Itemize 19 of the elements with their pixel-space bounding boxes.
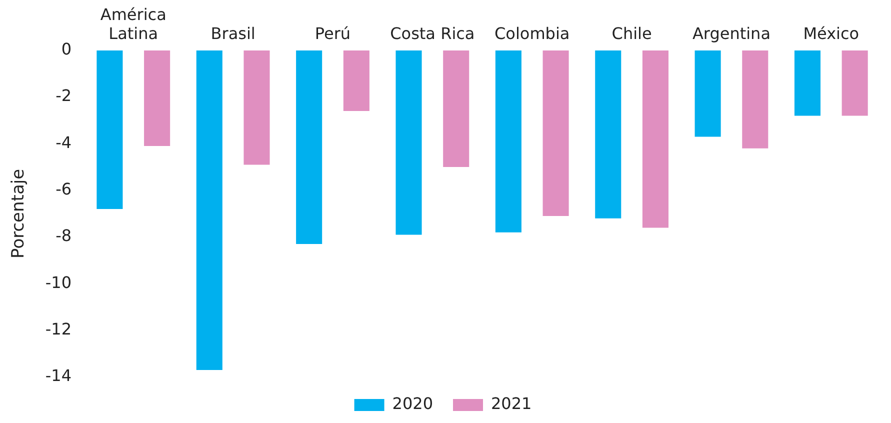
- x-tick-label: México: [803, 24, 860, 43]
- x-tick-label: Perú: [314, 24, 351, 43]
- x-tick-label: Chile: [612, 24, 652, 43]
- legend-label: 2020: [392, 394, 433, 414]
- legend-label: 2021: [491, 394, 532, 414]
- x-tick-label: Costa Rica: [390, 24, 475, 43]
- y-tick-label: -14: [45, 366, 72, 386]
- y-axis-title: Porcentaje: [8, 168, 29, 258]
- y-tick-label: -12: [45, 320, 72, 338]
- y-tick-label: 0: [61, 40, 72, 59]
- x-tick-label: Argentina: [692, 24, 770, 43]
- y-tick-label: -2: [56, 86, 72, 106]
- x-tick-label: Brasil: [210, 24, 256, 43]
- y-tick-label: -4: [56, 132, 72, 152]
- y-tick-label: -8: [56, 226, 72, 246]
- y-tick-label: -6: [56, 180, 72, 199]
- y-tick-label: -10: [45, 272, 72, 292]
- x-tick-label: América Latina: [100, 4, 166, 43]
- x-tick-label: Colombia: [494, 24, 570, 43]
